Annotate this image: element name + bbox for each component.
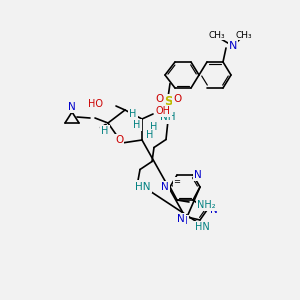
Text: N: N [229, 41, 237, 51]
Text: HN: HN [135, 182, 151, 191]
Text: N: N [177, 214, 185, 224]
Text: H: H [129, 109, 137, 119]
Text: O: O [115, 135, 123, 145]
Text: =: = [173, 178, 181, 187]
Text: OH: OH [156, 106, 171, 116]
Text: CH₃: CH₃ [209, 31, 225, 40]
Text: NH: NH [160, 112, 176, 122]
Text: N: N [210, 205, 218, 215]
Text: O: O [155, 94, 163, 104]
Text: O: O [173, 94, 181, 104]
Text: NH₂: NH₂ [197, 200, 216, 210]
Text: N: N [68, 102, 76, 112]
Text: CH₃: CH₃ [236, 31, 252, 40]
Text: H: H [133, 120, 141, 130]
Text: N: N [180, 216, 188, 226]
Text: HO: HO [88, 99, 103, 109]
Text: H: H [101, 126, 109, 136]
Text: N: N [161, 182, 169, 192]
Text: N: N [194, 170, 202, 180]
Text: S: S [164, 95, 172, 108]
Text: H: H [146, 130, 154, 140]
Text: H: H [150, 122, 158, 132]
Text: HN: HN [195, 222, 209, 232]
